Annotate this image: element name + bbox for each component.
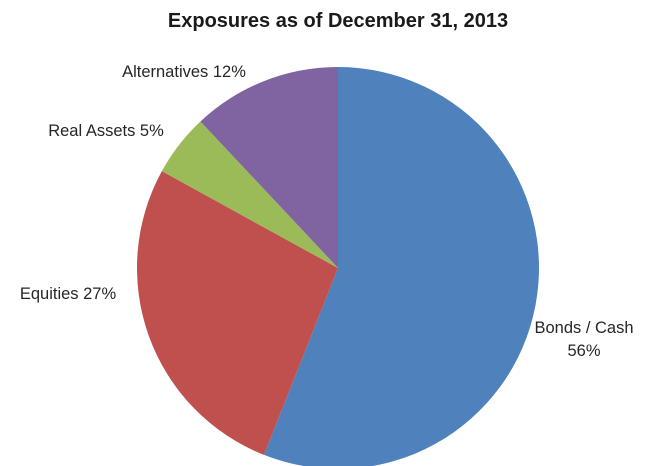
pie-slice-real-assets [161, 121, 338, 269]
pie-labels: Bonds / Cash 56% Equities 27% Real Assets 5… [20, 63, 634, 360]
pie-slices [137, 67, 539, 466]
pie-slice-equities [137, 171, 338, 455]
slice-label-real-assets: Real Assets 5% [48, 122, 164, 140]
slice-label-bonds-cash: Bonds / Cash 56% [534, 319, 633, 360]
pie-slice-bonds-cash [264, 67, 539, 466]
pie-slice-alternatives [200, 67, 338, 268]
chart-title: Exposures as of December 31, 2013 [168, 10, 508, 32]
slice-label-alternatives: Alternatives 12% [122, 63, 246, 81]
slice-label-equities: Equities 27% [20, 285, 117, 303]
